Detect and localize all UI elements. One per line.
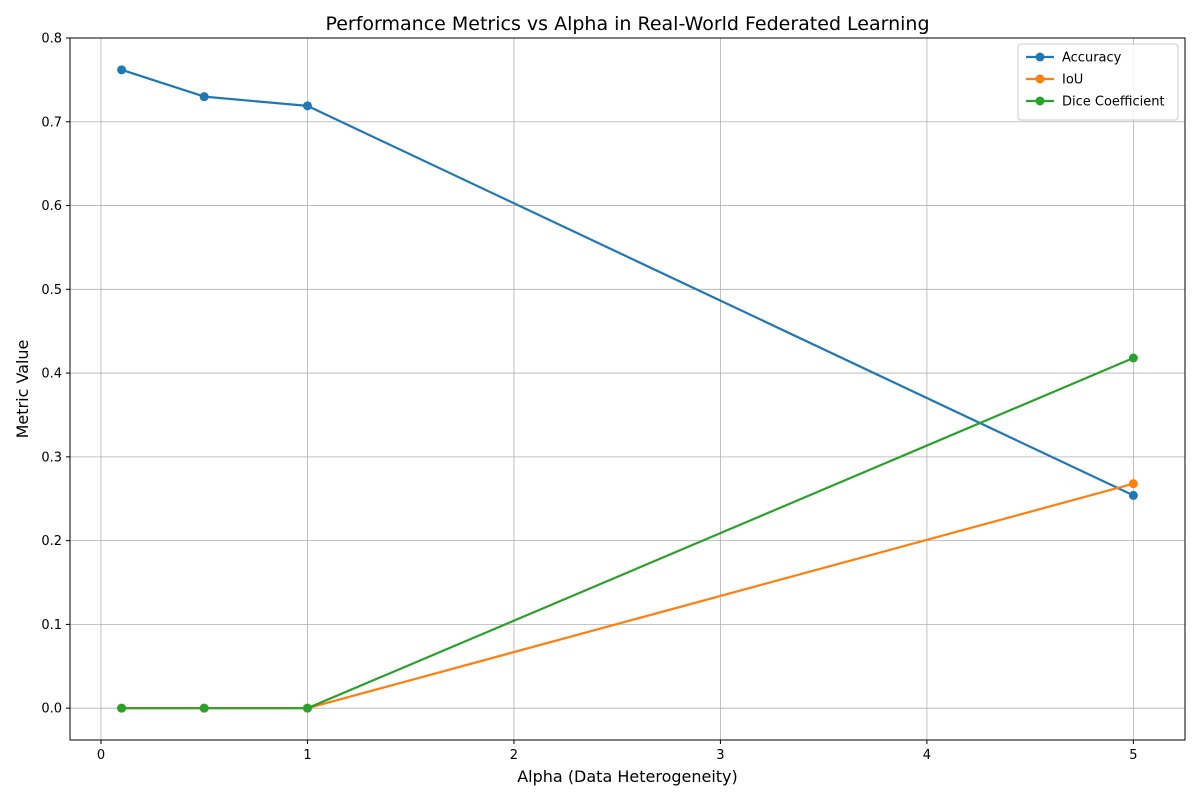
- legend-item: IoU: [1026, 73, 1083, 88]
- y-tick-label: 0.7: [41, 115, 62, 130]
- series-line: [121, 356, 1134, 710]
- legend: Accuracy IoU Dice Coefficient: [1017, 43, 1179, 121]
- legend-label: Dice Coefficient: [1062, 95, 1165, 110]
- series-accuracy: [117, 65, 1138, 500]
- x-tick-label: 0: [97, 748, 105, 763]
- y-tick-label: 0.1: [41, 618, 62, 633]
- x-tick-label: 1: [303, 748, 311, 763]
- x-tick-label: 3: [716, 748, 724, 763]
- y-tick-label: 0.0: [41, 702, 62, 717]
- data-point: [302, 101, 312, 111]
- legend-item: Dice Coefficient: [1026, 95, 1165, 110]
- legend-swatch-marker: [1035, 74, 1045, 84]
- plot-frame: [69, 37, 1186, 741]
- legend-label: Accuracy: [1062, 51, 1122, 66]
- data-point: [199, 92, 209, 102]
- x-tick-label: 4: [923, 748, 931, 763]
- y-tick-label: 0.4: [41, 367, 62, 382]
- x-axis-label: Alpha (Data Heterogeneity): [517, 767, 738, 786]
- data-point: [199, 703, 209, 713]
- y-tick-label: 0.8: [41, 32, 62, 47]
- legend-item: Accuracy: [1026, 51, 1122, 66]
- data-point: [1128, 353, 1138, 363]
- legend-swatch-marker: [1035, 96, 1045, 106]
- chart-title: Performance Metrics vs Alpha in Real-Wor…: [325, 13, 929, 35]
- x-tick-label: 2: [510, 748, 518, 763]
- series-dice-coefficient: [117, 353, 1138, 713]
- data-point: [1128, 490, 1138, 500]
- data-point: [117, 65, 127, 75]
- legend-swatch-marker: [1035, 52, 1045, 62]
- y-tick-label: 0.2: [41, 534, 62, 549]
- data-point: [1128, 479, 1138, 489]
- x-tick-label: 5: [1129, 748, 1137, 763]
- series-lines: [117, 65, 1138, 713]
- data-point: [117, 703, 127, 713]
- legend-label: IoU: [1062, 73, 1083, 88]
- data-point: [302, 703, 312, 713]
- y-axis-label: Metric Value: [13, 340, 32, 439]
- axis-ticks: 0 1 2 3 4 5 0.0 0.1 0.2 0.3 0.4 0.5 0.6 0.7 0.8: [41, 32, 1137, 764]
- legend-box: [1017, 43, 1179, 121]
- y-tick-label: 0.6: [41, 199, 62, 214]
- y-tick-label: 0.5: [41, 283, 62, 298]
- series-line: [121, 68, 1134, 497]
- y-tick-label: 0.3: [41, 450, 62, 465]
